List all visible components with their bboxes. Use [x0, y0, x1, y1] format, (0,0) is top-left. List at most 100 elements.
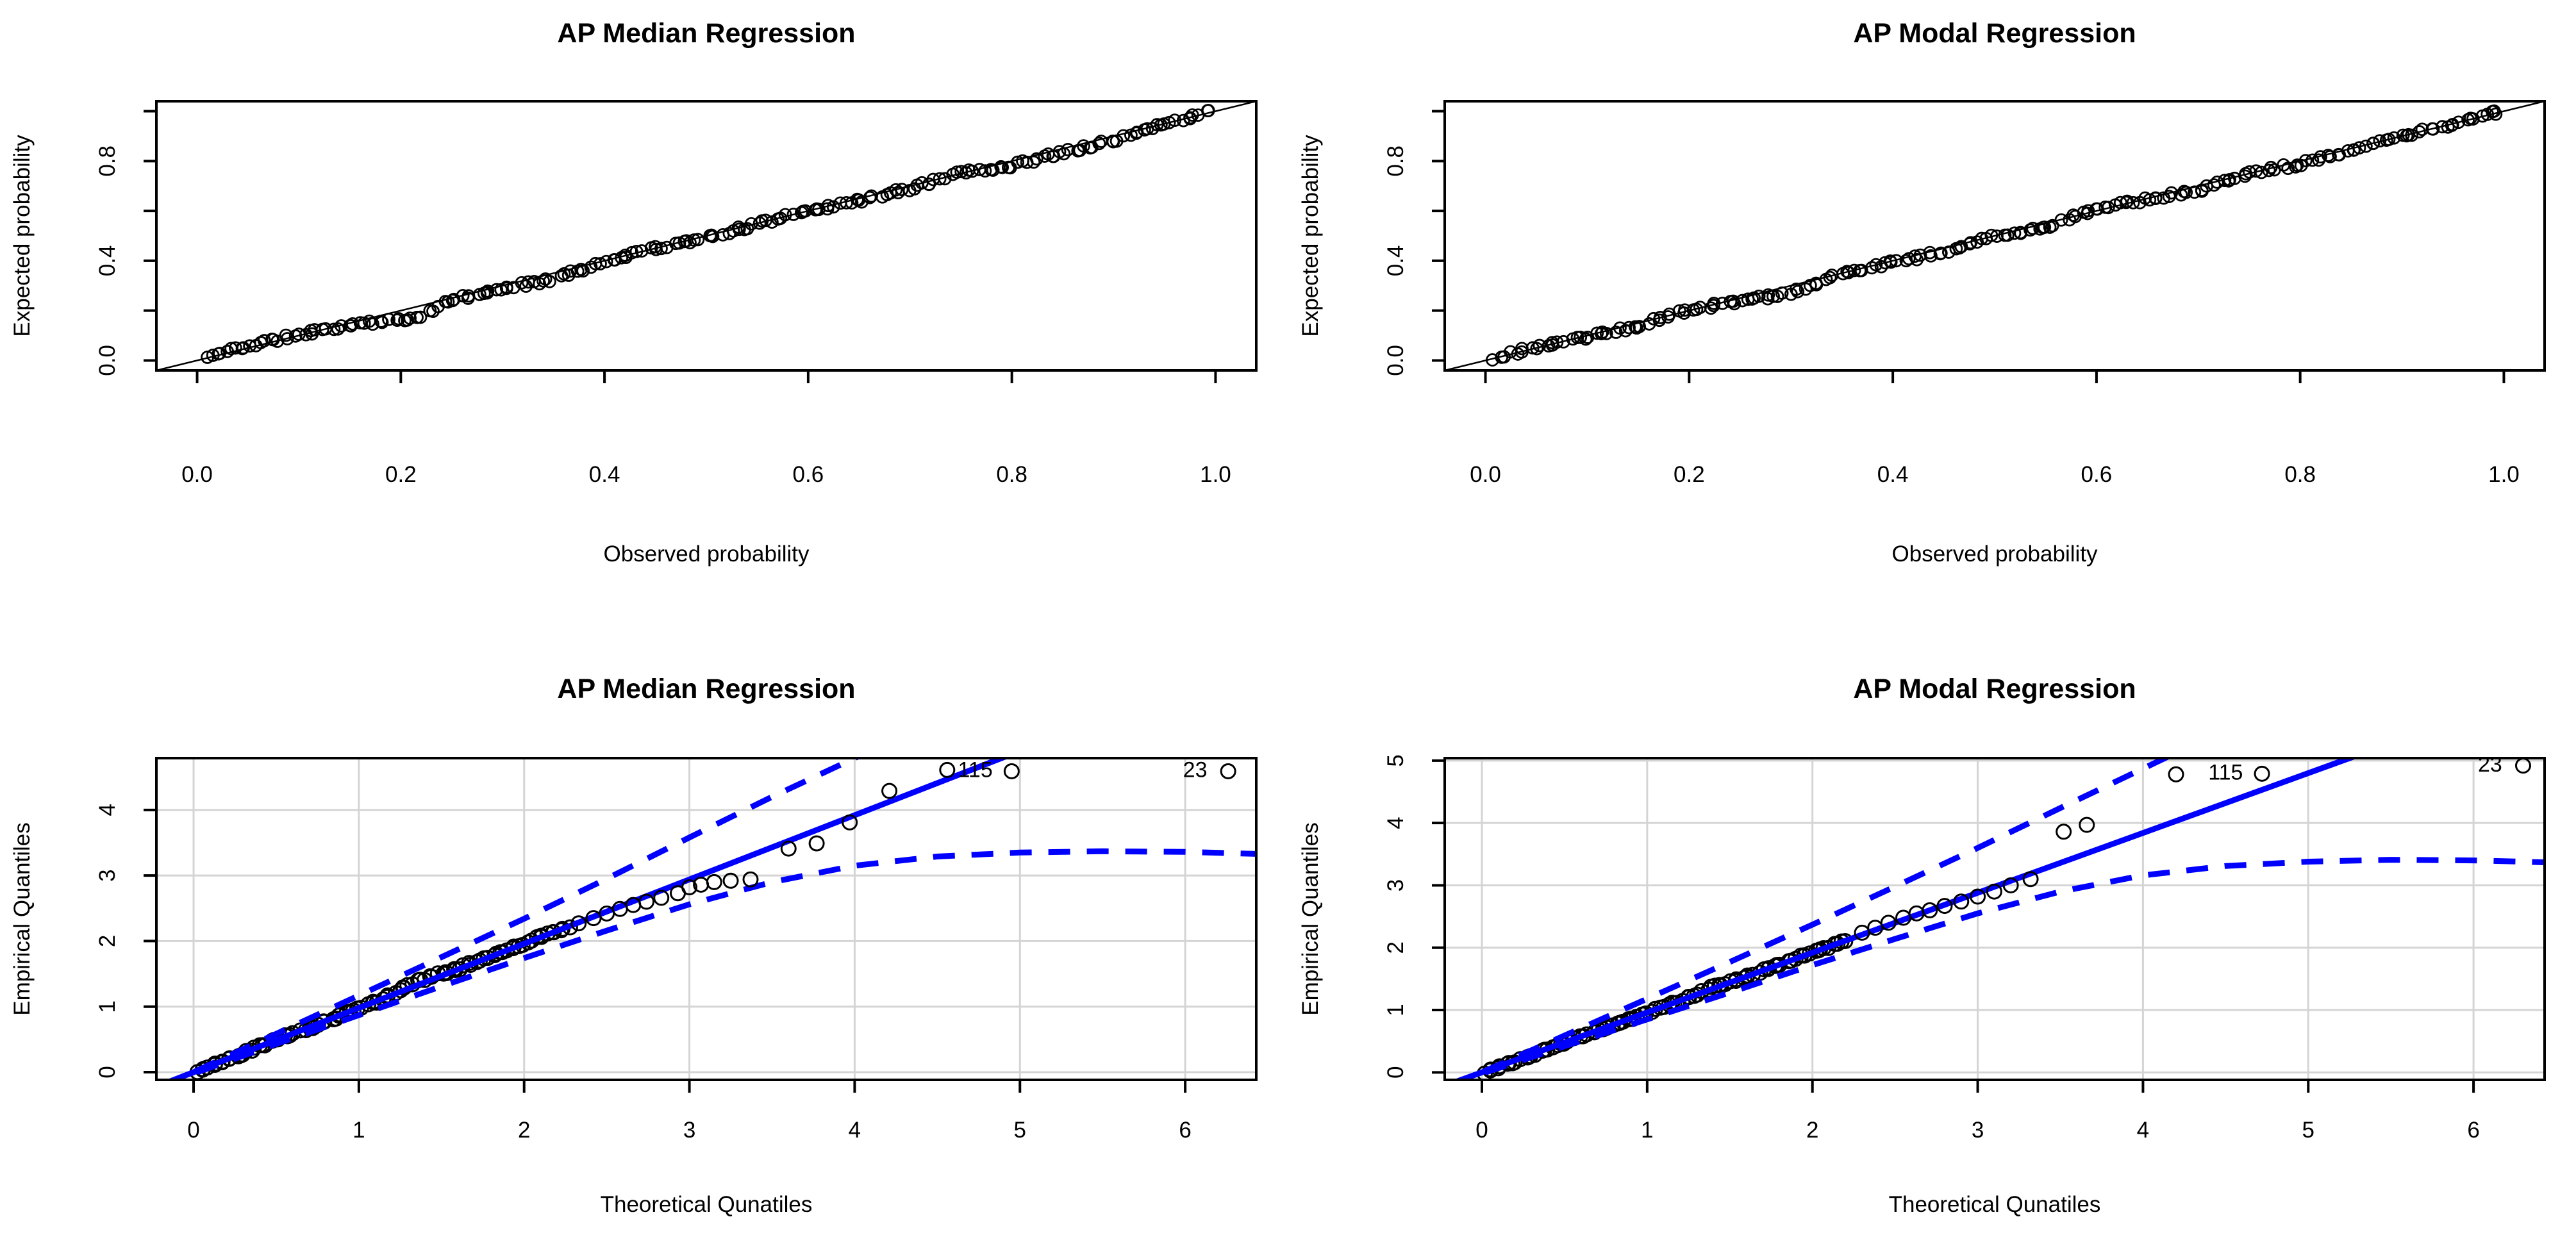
data-point	[212, 347, 226, 361]
panel-pp-modal: 0.0 0.2 0.4 0.6 0.8 1.0 0.0 0.4 0.8 AP Modal Regr…	[1288, 0, 2576, 621]
confidence-band-line	[1452, 857, 2545, 1080]
data-point	[706, 229, 720, 244]
chart-title: AP Median Regression	[557, 18, 855, 49]
data-point	[1752, 289, 1766, 303]
data-point	[2168, 766, 2184, 782]
x-tick-label: 0.2	[1674, 462, 1705, 487]
data-point	[2352, 141, 2366, 155]
x-tick-label: 3	[1972, 1118, 1984, 1143]
data-point	[1029, 152, 1043, 166]
data-point	[1622, 320, 1636, 335]
data-point	[1145, 122, 1159, 135]
data-point	[1913, 248, 1927, 262]
y-tick-label: 0.8	[1383, 145, 1408, 177]
data-point	[1847, 263, 1861, 277]
data-point	[390, 313, 404, 327]
data-point	[2298, 154, 2313, 168]
data-point	[382, 312, 395, 326]
data-point	[629, 244, 644, 258]
x-axis-label: Observed probability	[1892, 542, 2098, 567]
data-point	[821, 199, 835, 213]
data-point	[576, 264, 590, 277]
y-tick-label: 0.8	[95, 145, 120, 177]
scatter-band	[1486, 104, 2503, 367]
y-axis-label: Empirical Quantiles	[10, 822, 35, 1016]
x-tick-label: 3	[683, 1118, 695, 1143]
x-tick-label: 1	[1641, 1118, 1653, 1143]
data-point	[257, 334, 271, 347]
x-tick-label: 2	[518, 1118, 530, 1143]
y-tick-label: 0.0	[95, 345, 120, 376]
data-point	[939, 761, 956, 778]
confidence-band-line	[165, 848, 1256, 1080]
data-point	[706, 874, 722, 890]
data-point	[1922, 902, 1938, 918]
data-point	[1823, 270, 1837, 285]
data-point	[2054, 213, 2068, 227]
data-point	[375, 315, 389, 329]
data-point	[653, 890, 670, 906]
y-axis-label: Empirical Quantiles	[1298, 822, 1323, 1016]
data-point	[413, 310, 428, 324]
x-axis-label: Observed probability	[604, 542, 810, 567]
x-tick-label: 2	[1806, 1118, 1818, 1143]
data-point	[2165, 186, 2179, 200]
data-point	[2101, 201, 2115, 215]
data-point	[344, 319, 358, 333]
data-point	[1647, 311, 1661, 326]
data-point	[2223, 173, 2236, 186]
data-point	[1579, 332, 1593, 346]
data-point	[2007, 226, 2022, 240]
data-point	[1963, 236, 1977, 251]
chart-title: AP Modal Regression	[1853, 674, 2136, 704]
data-point	[2262, 163, 2276, 178]
data-point	[1775, 286, 1789, 300]
data-point	[2022, 871, 2039, 888]
chart-title: AP Modal Regression	[1853, 18, 2136, 49]
plot-area	[156, 101, 1256, 370]
x-tick-label: 0	[187, 1118, 199, 1143]
data-point	[1574, 331, 1588, 344]
data-point	[220, 345, 235, 358]
data-point	[978, 164, 992, 178]
x-tick-label: 5	[2302, 1118, 2314, 1143]
data-point	[480, 286, 494, 300]
data-point	[986, 163, 1000, 177]
data-point	[1609, 326, 1623, 339]
x-tick-label: 0.0	[181, 462, 213, 487]
data-point	[1880, 915, 1897, 931]
x-tick-label: 0.4	[1877, 462, 1909, 487]
plot-border	[1443, 757, 2546, 1081]
data-point	[863, 190, 877, 204]
data-point	[2489, 107, 2503, 121]
plot-area	[1445, 101, 2545, 370]
data-point	[759, 213, 772, 228]
data-point	[1933, 247, 1947, 261]
data-point	[786, 208, 801, 221]
data-point	[1590, 326, 1604, 340]
data-point	[2081, 204, 2095, 218]
y-axis-label: Expected probability	[1298, 135, 1323, 337]
plot-border	[155, 100, 1258, 372]
data-point	[366, 317, 379, 331]
x-tick-label: 0.4	[589, 462, 620, 487]
plot-border	[155, 757, 1258, 1081]
data-point	[2000, 228, 2015, 242]
y-tick-label: 2	[95, 935, 120, 947]
data-point	[691, 233, 705, 247]
data-point	[1803, 278, 1817, 292]
data-point	[2113, 195, 2127, 210]
outlier-label: 23	[2478, 752, 2502, 777]
data-point	[331, 322, 345, 336]
data-point	[542, 274, 556, 288]
x-tick-label: 0.6	[2081, 462, 2113, 487]
data-point	[842, 814, 858, 831]
data-point	[778, 208, 792, 222]
data-point	[1077, 139, 1090, 153]
data-point	[1092, 137, 1106, 151]
y-tick-label: 5	[1383, 754, 1408, 766]
data-point	[2387, 131, 2401, 145]
data-point	[401, 313, 415, 327]
data-point	[1084, 140, 1099, 154]
